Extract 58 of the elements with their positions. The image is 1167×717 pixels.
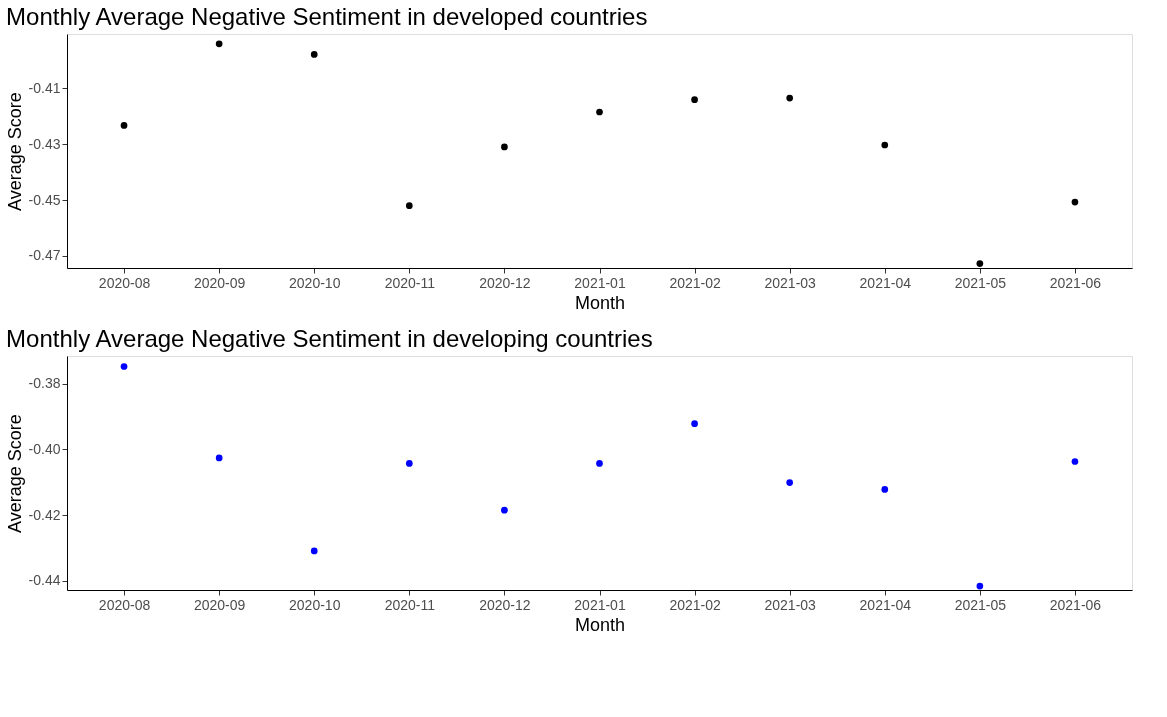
x-tick-label: 2021-05 [954, 596, 1007, 613]
y-tick-label: -0.44 [28, 572, 61, 589]
x-tick-label: 2020-09 [193, 274, 246, 291]
point [976, 260, 984, 267]
point [215, 40, 223, 48]
y-axis-title: Average Score [4, 414, 25, 533]
point [310, 547, 318, 555]
point [596, 108, 603, 116]
x-tick-label: 2020-10 [289, 596, 341, 613]
y-tick-label: -0.47 [28, 247, 61, 264]
point [786, 479, 794, 486]
x-tick-label: 2020-08 [98, 596, 151, 613]
chart-title: Monthly Average Negative Sentiment in developing countries [6, 325, 653, 352]
x-tick-label: 2021-03 [764, 596, 817, 613]
point [786, 94, 794, 102]
x-tick-label: 2020-10 [289, 274, 341, 291]
x-tick-label: 2021-06 [1049, 274, 1102, 291]
x-tick-label: 2021-04 [859, 596, 912, 613]
x-tick-label: 2021-01 [574, 596, 626, 613]
y-tick-label: -0.40 [28, 440, 61, 457]
y-tick-label: -0.43 [28, 135, 61, 152]
x-tick-label: 2020-08 [98, 274, 151, 291]
point [501, 506, 508, 514]
y-tick-label: -0.45 [28, 191, 61, 208]
y-tick-label: -0.42 [28, 506, 61, 523]
x-tick-label: 2020-11 [384, 274, 436, 291]
y-tick-label: -0.41 [28, 79, 61, 96]
point [691, 420, 698, 428]
point [501, 143, 508, 151]
x-tick-label: 2021-01 [574, 274, 626, 291]
point [310, 51, 318, 58]
x-tick-label: 2021-03 [764, 274, 817, 291]
chart-title: Monthly Average Negative Sentiment in developed countries [6, 3, 648, 30]
point [596, 460, 603, 467]
x-tick-label: 2021-02 [669, 596, 721, 613]
point [215, 454, 223, 462]
y-axis-title: Average Score [4, 92, 25, 211]
x-axis-title: Month [574, 614, 626, 635]
point [405, 460, 413, 467]
point [120, 122, 128, 129]
x-tick-label: 2020-12 [479, 274, 531, 291]
point [976, 582, 984, 590]
point [120, 363, 128, 370]
x-tick-label: 2021-04 [859, 274, 912, 291]
point [1071, 458, 1079, 465]
x-tick-label: 2020-11 [384, 596, 436, 613]
x-tick-label: 2021-05 [954, 274, 1007, 291]
point [881, 141, 889, 149]
point [691, 96, 698, 104]
y-tick-label: -0.38 [28, 375, 61, 392]
x-axis-title: Month [574, 292, 626, 313]
point [1071, 198, 1079, 206]
x-tick-label: 2020-09 [193, 596, 246, 613]
point [881, 486, 889, 493]
x-tick-label: 2021-02 [669, 274, 721, 291]
x-tick-label: 2020-12 [479, 596, 531, 613]
point [405, 202, 413, 209]
x-tick-label: 2021-06 [1049, 596, 1102, 613]
